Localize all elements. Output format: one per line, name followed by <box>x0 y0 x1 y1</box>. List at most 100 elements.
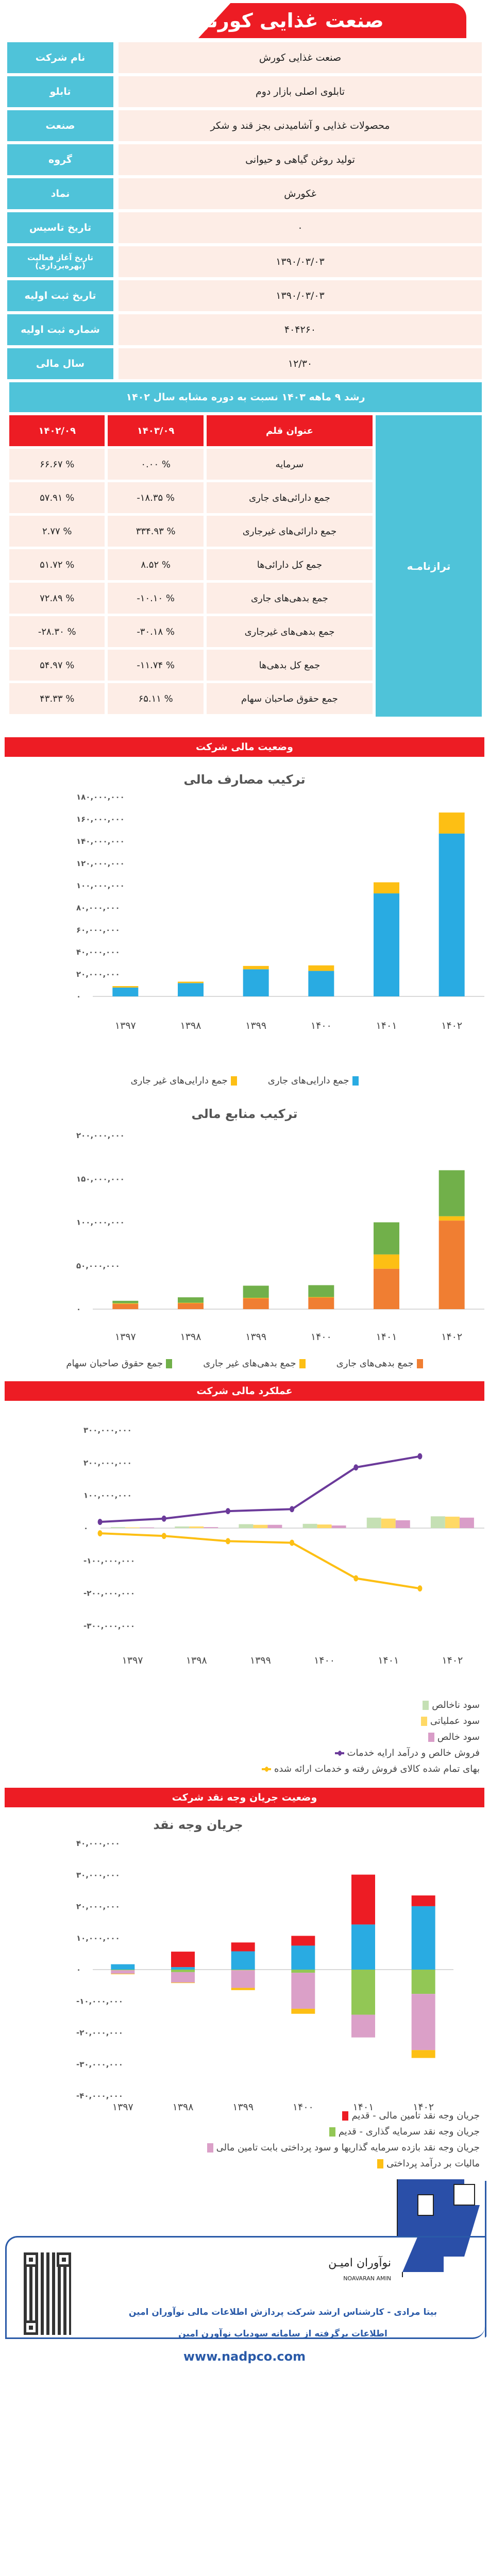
column-header: ۱۴۰۲/۰۹ <box>9 415 105 446</box>
value-1403: ۶۵.۱۱ % <box>108 683 204 714</box>
legend-label: جمع بدهی‌های غیر جاری <box>203 1358 296 1369</box>
x-tick-label: ۱۴۰۱ <box>376 1331 397 1343</box>
legend-label: فروش خالص و درآمد ارایه خدمات <box>347 1748 480 1758</box>
y-tick-label: ۱۸۰,۰۰۰,۰۰۰ <box>76 792 125 802</box>
website-row: www.nadpco.com <box>0 2349 489 2364</box>
info-value: غکورش <box>119 178 482 209</box>
bar-segment <box>308 1285 334 1297</box>
company-info-table: صنعت غذایی کورش نام شرکت تابلوی اصلی بازا… <box>0 42 489 379</box>
y-tick-label: ۱۰۰,۰۰۰,۰۰۰ <box>83 1491 132 1500</box>
balance-sheet-label: ترازنامـه <box>376 415 482 717</box>
column-header: عنوان قلم <box>206 415 373 446</box>
line-marker <box>353 1575 359 1582</box>
y-tick-label: ۱۴۰,۰۰۰,۰۰۰ <box>76 837 125 846</box>
legend-item: جمع بدهی‌های جاری <box>336 1358 423 1369</box>
value-1403: ۸.۵۲ % <box>108 549 204 580</box>
color-swatch-icon <box>428 1732 434 1742</box>
line-marker <box>225 1538 230 1545</box>
item-cell: جمع بدهی‌های غیرجاری <box>206 616 373 647</box>
chart-legend: جمع بدهی‌های جاری جمع بدهی‌های غیر جاری جم… <box>0 1358 489 1369</box>
info-row: تابلوی اصلی بازار دوم تابلو <box>7 76 482 107</box>
bar <box>111 1527 126 1528</box>
y-tick-label: ۳۰,۰۰۰,۰۰۰ <box>76 1870 120 1879</box>
bar <box>430 1516 445 1528</box>
bar-segment <box>243 1285 269 1298</box>
info-row: ۱۲/۳۰ سال مالی <box>7 348 482 379</box>
bar-segment <box>112 1303 139 1309</box>
info-row: ۱۳۹۰/۰۳/۰۳ تاریخ آغاز فعالیت (بهره‌برداری… <box>7 246 482 277</box>
legend-item: جریان وجه نقد سرمایه گذاری - قدیم <box>329 2126 480 2137</box>
title-banner: صنعت غذایی کورتر <box>198 3 466 38</box>
sources-chart: ترکیب منابع مالی ۰ ۵۰,۰۰۰,۰۰۰ ۱۰۰,۰۰۰,۰۰۰ ۱… <box>0 1107 489 1369</box>
bar <box>366 1517 381 1528</box>
bar-segment <box>351 1970 375 2015</box>
bar-segment <box>411 1994 435 2050</box>
info-value: ۴۰۴۲۶۰ <box>119 314 482 345</box>
legend-item: سود عملیاتی <box>420 1716 480 1726</box>
bar-segment <box>291 1970 315 1973</box>
value-1403: ۳۳۴.۹۳ % <box>108 516 204 547</box>
bar-segment <box>178 1297 204 1303</box>
item-cell: جمع دارائی‌های غیرجاری <box>206 516 373 547</box>
info-label: صنعت <box>7 110 113 141</box>
info-label: تاریخ تاسیس <box>7 212 113 243</box>
growth-row: جمع کل دارائی‌ها ۸.۵۲ % ۵۱.۷۲ % <box>9 549 373 580</box>
value-1403: -۱۱.۷۴ % <box>108 650 204 681</box>
bar <box>445 1516 460 1528</box>
y-tick-label: ۲۰۰,۰۰۰,۰۰۰ <box>76 1131 125 1140</box>
bar-segment <box>178 981 204 984</box>
chart-title: ترکیب منابع مالی <box>191 1107 298 1121</box>
legend-item: جمع دارایی‌های جاری <box>268 1075 359 1086</box>
uses-chart-plot: ۰ ۲۰,۰۰۰,۰۰۰ ۴۰,۰۰۰,۰۰۰ ۶۰,۰۰۰,۰۰۰ ۸۰,۰۰۰,۰۰… <box>76 792 484 1031</box>
info-row: ۴۰۴۲۶۰ شماره ثبت اولیه <box>7 314 482 345</box>
growth-row: سرمایه ۰.۰۰ % ۶۶.۶۷ % <box>9 449 373 480</box>
x-tick-label: ۱۳۹۹ <box>245 1331 266 1343</box>
qr-corner <box>24 2320 38 2335</box>
bar <box>239 1524 254 1528</box>
legend-item: جمع بدهی‌های غیر جاری <box>203 1358 306 1369</box>
logo-text: نوآوران امیـن <box>328 2257 391 2269</box>
bar-segment <box>374 1222 399 1255</box>
website-link[interactable]: www.nadpco.com <box>167 2349 322 2364</box>
x-tick-label: ۱۳۹۸ <box>180 1020 201 1031</box>
qr-code[interactable] <box>24 2252 71 2335</box>
color-swatch-icon <box>207 2143 213 2153</box>
bar-segment <box>231 1970 255 1988</box>
info-value: تولید روغن گیاهی و حیوانی <box>119 144 482 175</box>
info-label: تاریخ آغاز فعالیت (بهره‌برداری) <box>7 246 113 277</box>
legend-label: جمع حقوق صاحبان سهام <box>66 1358 163 1369</box>
value-1403: -۳۰.۱۸ % <box>108 616 204 647</box>
x-tick-label: ۱۳۹۹ <box>232 2102 254 2110</box>
line-marker <box>97 1518 103 1525</box>
cashflow-chart: جریان وجه نقد ۴۰,۰۰۰,۰۰۰- ۳۰,۰۰۰,۰۰۰- ۲۰,۰… <box>0 1818 489 2169</box>
qr-corner <box>57 2252 71 2267</box>
bar-segment <box>291 1973 315 2009</box>
color-swatch-icon <box>377 2159 384 2168</box>
info-label: نام شرکت <box>7 42 113 73</box>
line-marker <box>290 1506 295 1513</box>
bar-segment <box>231 1951 255 1970</box>
bar-segment <box>374 1268 399 1309</box>
y-tick-label: ۴۰,۰۰۰,۰۰۰ <box>76 1839 120 1848</box>
color-swatch-icon <box>299 1359 306 1368</box>
line-marker <box>353 1464 359 1471</box>
value-1402: ۲.۷۷ % <box>9 516 105 547</box>
info-value: صنعت غذایی کورش <box>119 42 482 73</box>
info-row: محصولات غذایی و آشامیدنی بجز قند و شکر صن… <box>7 110 482 141</box>
x-tick-label: ۱۴۰۱ <box>378 1655 399 1666</box>
info-label: تاریخ ثبت اولیه <box>7 280 113 311</box>
y-tick-label: ۳۰۰,۰۰۰,۰۰۰ <box>83 1426 132 1435</box>
bar-segment <box>411 2050 435 2058</box>
chart-legend: جریان وجه نقد تامین مالی - قدیم جریان وجه… <box>0 2110 489 2169</box>
footer-frame <box>5 2181 486 2339</box>
bar-segment <box>112 987 139 996</box>
bar <box>204 1527 218 1528</box>
y-tick-label: ۰ <box>76 1304 81 1314</box>
y-tick-label: ۲۰,۰۰۰,۰۰۰- <box>76 2028 123 2038</box>
y-tick-label: ۸۰,۰۰۰,۰۰۰ <box>76 903 120 912</box>
info-label: گروه <box>7 144 113 175</box>
growth-row: جمع دارائی‌های غیرجاری ۳۳۴.۹۳ % ۲.۷۷ % <box>9 516 373 547</box>
legend-label: مالیات بر درآمد پرداختی <box>386 2158 480 2169</box>
growth-row: جمع بدهی‌های غیرجاری -۳۰.۱۸ % -۲۸.۳۰ % <box>9 616 373 647</box>
growth-row: جمع بدهی‌های جاری -۱۰.۱۰ % ۷۲.۸۹ % <box>9 583 373 614</box>
